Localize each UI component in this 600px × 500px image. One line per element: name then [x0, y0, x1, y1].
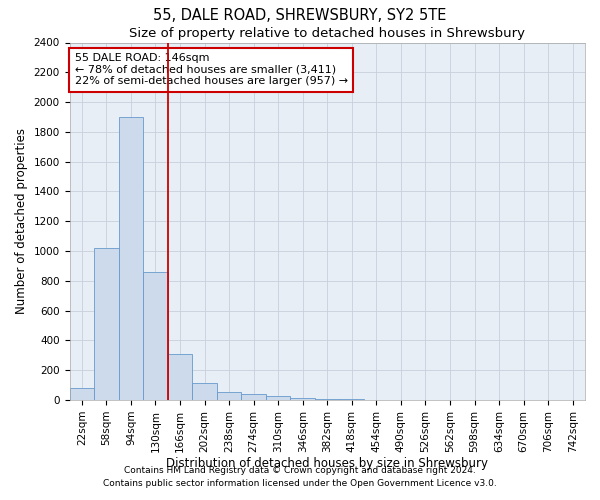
Bar [143, 272, 168, 400]
Bar [217, 392, 241, 400]
Y-axis label: Number of detached properties: Number of detached properties [15, 128, 28, 314]
Title: Size of property relative to detached houses in Shrewsbury: Size of property relative to detached ho… [129, 27, 525, 40]
Text: 55, DALE ROAD, SHREWSBURY, SY2 5TE: 55, DALE ROAD, SHREWSBURY, SY2 5TE [154, 8, 446, 22]
Bar [290, 398, 315, 400]
Bar [241, 394, 266, 400]
Text: Contains HM Land Registry data © Crown copyright and database right 2024.
Contai: Contains HM Land Registry data © Crown c… [103, 466, 497, 487]
Text: 55 DALE ROAD: 146sqm
← 78% of detached houses are smaller (3,411)
22% of semi-de: 55 DALE ROAD: 146sqm ← 78% of detached h… [74, 53, 348, 86]
Bar [119, 117, 143, 400]
Bar [192, 383, 217, 400]
Bar [266, 396, 290, 400]
Bar [94, 248, 119, 400]
X-axis label: Distribution of detached houses by size in Shrewsbury: Distribution of detached houses by size … [166, 458, 488, 470]
Bar [70, 388, 94, 400]
Bar [168, 354, 192, 400]
